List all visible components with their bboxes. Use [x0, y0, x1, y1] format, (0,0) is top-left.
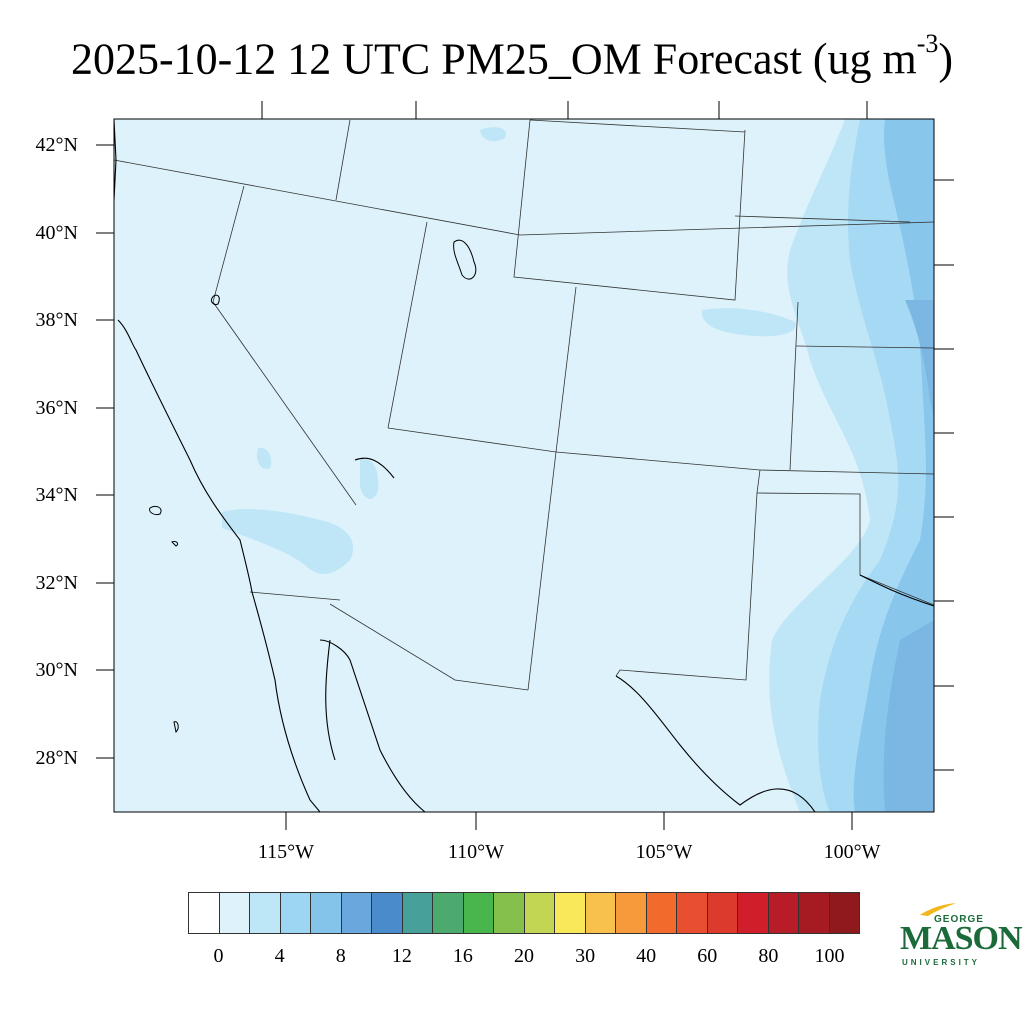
colorbar-cell: [402, 893, 433, 933]
colorbar-cell: [829, 893, 859, 933]
colorbar-cell: [524, 893, 555, 933]
title-close: ): [938, 34, 954, 84]
colorbar-tick-label: 30: [575, 945, 596, 967]
map-title: 2025-10-12 12 UTC PM25_OM Forecast (ug m…: [0, 22, 1024, 88]
colorbar-cell: [768, 893, 799, 933]
colorbar-cell: [707, 893, 738, 933]
lat-label-30: 30°N: [35, 659, 78, 681]
colorbar-cell: [341, 893, 372, 933]
field-patch: [360, 459, 379, 500]
colorbar-cell: [280, 893, 311, 933]
field-patch: [256, 447, 272, 469]
colorbar-tick-label: 80: [758, 945, 779, 967]
lat-label-42: 42°N: [35, 134, 78, 156]
colorbar-cell: [311, 893, 342, 933]
colorbar-cell: [372, 893, 403, 933]
lon-label-100: 100°W: [823, 841, 881, 863]
colorbar: [188, 892, 860, 934]
colorbar-tick-label: 100: [814, 945, 845, 967]
colorbar-cell: [433, 893, 464, 933]
lat-label-40: 40°N: [35, 222, 78, 244]
colorbar-tick-label: 16: [452, 945, 473, 967]
colorbar-cell: [555, 893, 586, 933]
logo-swoosh-icon: [920, 903, 956, 916]
frame-ticks: [96, 101, 954, 830]
colorbar-cell: [585, 893, 616, 933]
gmu-logo: GEORGE MASON UNIVERSITY: [896, 902, 1023, 972]
logo-line-george: GEORGE: [934, 914, 984, 925]
colorbar-cell: [219, 893, 250, 933]
state-borders: [114, 119, 934, 691]
title-superscript: -3: [916, 29, 939, 58]
colorbar-cell: [677, 893, 708, 933]
colorbar-tick-label: 20: [514, 945, 534, 967]
logo-line-university: UNIVERSITY: [902, 958, 981, 967]
lon-label-115: 115°W: [257, 841, 315, 863]
colorbar-cell: [494, 893, 525, 933]
lat-label-38: 38°N: [35, 309, 78, 331]
colorbar-tick-label: 12: [391, 945, 412, 967]
lon-label-105: 105°W: [635, 841, 693, 863]
map-frame: [113, 118, 935, 813]
colorbar-cell: [738, 893, 769, 933]
colorbar-tick-label: 4: [274, 945, 285, 967]
field-patch: [222, 509, 354, 575]
lon-label-110: 110°W: [447, 841, 505, 863]
lat-label-28: 28°N: [35, 747, 78, 769]
logo-line-mason: MASON: [900, 920, 1023, 957]
coastlines: [114, 119, 934, 812]
lat-label-34: 34°N: [35, 484, 78, 506]
colorbar-cell: [250, 893, 281, 933]
field-patch: [480, 127, 506, 142]
field-band-darkest: [883, 300, 934, 812]
lat-label-32: 32°N: [35, 572, 78, 594]
colorbar-tick-label: 40: [636, 945, 657, 967]
colorbar-cell: [646, 893, 677, 933]
colorbar-tick-label: 8: [335, 945, 346, 967]
colorbar-cell: [616, 893, 647, 933]
colorbar-cell: [189, 893, 220, 933]
colorbar-tick-label: 60: [697, 945, 718, 967]
colorbar-cell: [463, 893, 494, 933]
title-text: 2025-10-12 12 UTC PM25_OM Forecast (ug m: [70, 34, 917, 84]
lakes: [149, 239, 477, 734]
colorbar-tick-label: 0: [213, 945, 224, 967]
field-patch: [701, 308, 796, 337]
colorbar-cell: [799, 893, 830, 933]
lat-label-36: 36°N: [35, 397, 78, 419]
